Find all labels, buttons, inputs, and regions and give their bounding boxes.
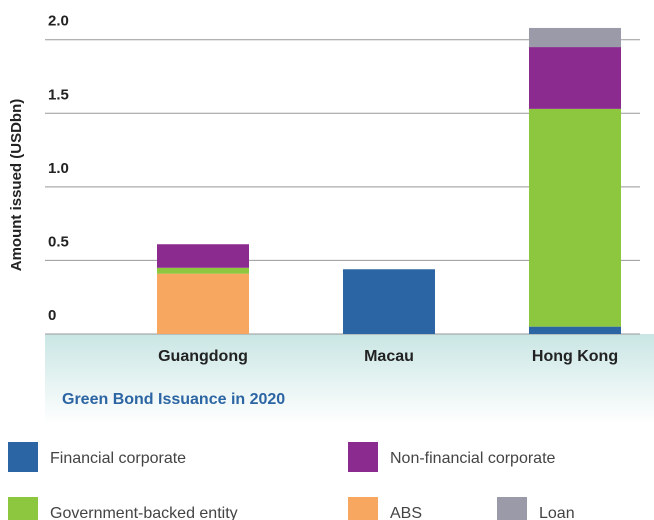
- legend-swatch: [8, 497, 38, 520]
- bar-segment: [529, 108, 621, 327]
- x-tick-label: Guangdong: [158, 348, 248, 365]
- legend-swatch: [497, 497, 527, 520]
- legend-label: ABS: [390, 505, 422, 520]
- legend-label: Non-financial corporate: [390, 450, 556, 467]
- bar-segment: [157, 267, 249, 274]
- y-tick-label: 1.5: [48, 86, 69, 103]
- bar-segment: [529, 47, 621, 109]
- x-tick-label: Macau: [364, 348, 414, 365]
- legend-label: Government-backed entity: [50, 505, 238, 520]
- x-tick-label: Hong Kong: [532, 348, 618, 365]
- legend-swatch: [348, 442, 378, 472]
- category-band: [45, 334, 654, 424]
- chart-subtitle: Green Bond Issuance in 2020: [62, 391, 285, 408]
- bar-segment: [529, 27, 621, 48]
- bar-segment: [343, 269, 435, 334]
- legend-label: Financial corporate: [50, 450, 186, 467]
- y-tick-label: 2.0: [48, 13, 69, 30]
- legend-label: Loan: [539, 505, 575, 520]
- bar-segment: [157, 273, 249, 334]
- bar-segment: [529, 326, 621, 334]
- y-tick-label: 0.5: [48, 233, 69, 250]
- legend-swatch: [8, 442, 38, 472]
- bar-segment: [157, 244, 249, 268]
- y-tick-label: 1.0: [48, 160, 69, 177]
- y-axis-label: Amount issued (USDbn): [8, 99, 25, 272]
- y-tick-label: 0: [48, 307, 56, 324]
- legend-swatch: [348, 497, 378, 520]
